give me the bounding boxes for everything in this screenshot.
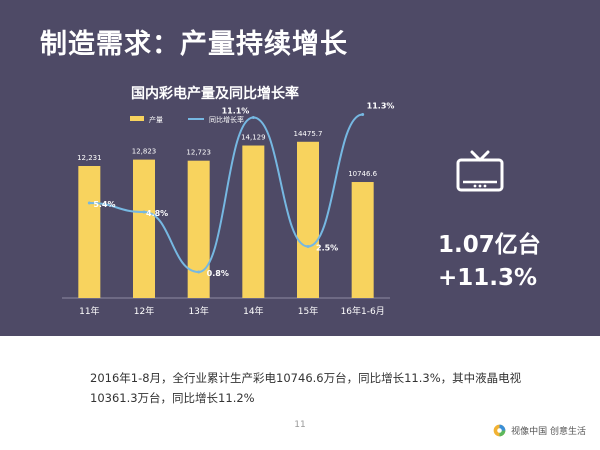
bar xyxy=(242,145,265,298)
page-number: 11 xyxy=(294,420,306,430)
line-point xyxy=(251,116,255,119)
x-tick-label: 15年 xyxy=(298,305,318,317)
legend-swatch-bar xyxy=(130,116,144,121)
slide-title: 制造需求：产量持续增长 xyxy=(40,29,348,60)
brand-text: 视像中国 创意生活 xyxy=(511,427,586,437)
bar-value-label: 12,723 xyxy=(186,149,211,157)
line-point xyxy=(197,270,201,274)
brand-footer: 视像中国 创意生活 xyxy=(493,424,586,437)
line-value-label: 4.8% xyxy=(146,209,168,218)
summary-line: 10361.3万台，同比增长11.2% xyxy=(90,391,255,405)
bar-value-label: 10746.6 xyxy=(348,170,377,178)
line-value-label: 11.3% xyxy=(367,102,395,111)
x-tick-label: 16年1-6月 xyxy=(341,305,385,317)
legend-label-bar: 产量 xyxy=(149,115,163,124)
bar-value-label: 12,231 xyxy=(77,154,102,162)
growth-rate-line xyxy=(89,113,363,274)
bar xyxy=(297,141,319,298)
chart-area: 产量 同比增长率 12,231 11年 12,823 12年 12,723 13年 14,129… xyxy=(62,102,395,317)
bar xyxy=(78,166,101,298)
line-point xyxy=(87,201,91,205)
summary-text: 2016年1-8月，全行业累计生产彩电10746.6万台，同比增长11.3%，其… xyxy=(90,368,550,408)
bar-value-label: 12,823 xyxy=(132,148,157,156)
bar xyxy=(187,160,210,298)
chart-title: 国内彩电产量及同比增长率 xyxy=(131,86,299,102)
line-value-label: 11.1% xyxy=(222,107,250,116)
line-point xyxy=(361,113,365,116)
growth-rate-stat: +11.3% xyxy=(438,265,538,291)
line-point xyxy=(142,210,146,214)
bar-value-label: 14,129 xyxy=(241,134,266,142)
bar-value-label: 14475.7 xyxy=(294,130,323,138)
summary-line: 2016年1-8月，全行业累计生产彩电10746.6万台，同比增长11.3%，其… xyxy=(90,371,522,385)
tv-icon xyxy=(456,150,504,192)
line-value-label: 0.8% xyxy=(207,269,229,278)
x-tick-label: 12年 xyxy=(134,305,154,317)
bar xyxy=(351,182,374,298)
line-value-label: 2.5% xyxy=(316,244,338,253)
legend-label-line: 同比增长率 xyxy=(209,115,244,124)
circle-logo-icon xyxy=(493,424,506,437)
x-tick-label: 13年 xyxy=(188,305,208,317)
total-output-stat: 1.07亿台 xyxy=(438,232,541,258)
line-point xyxy=(306,245,310,248)
x-tick-label: 14年 xyxy=(243,305,263,317)
x-tick-label: 11年 xyxy=(79,305,99,317)
line-value-label: 5.4% xyxy=(93,200,115,209)
bar xyxy=(133,159,155,298)
